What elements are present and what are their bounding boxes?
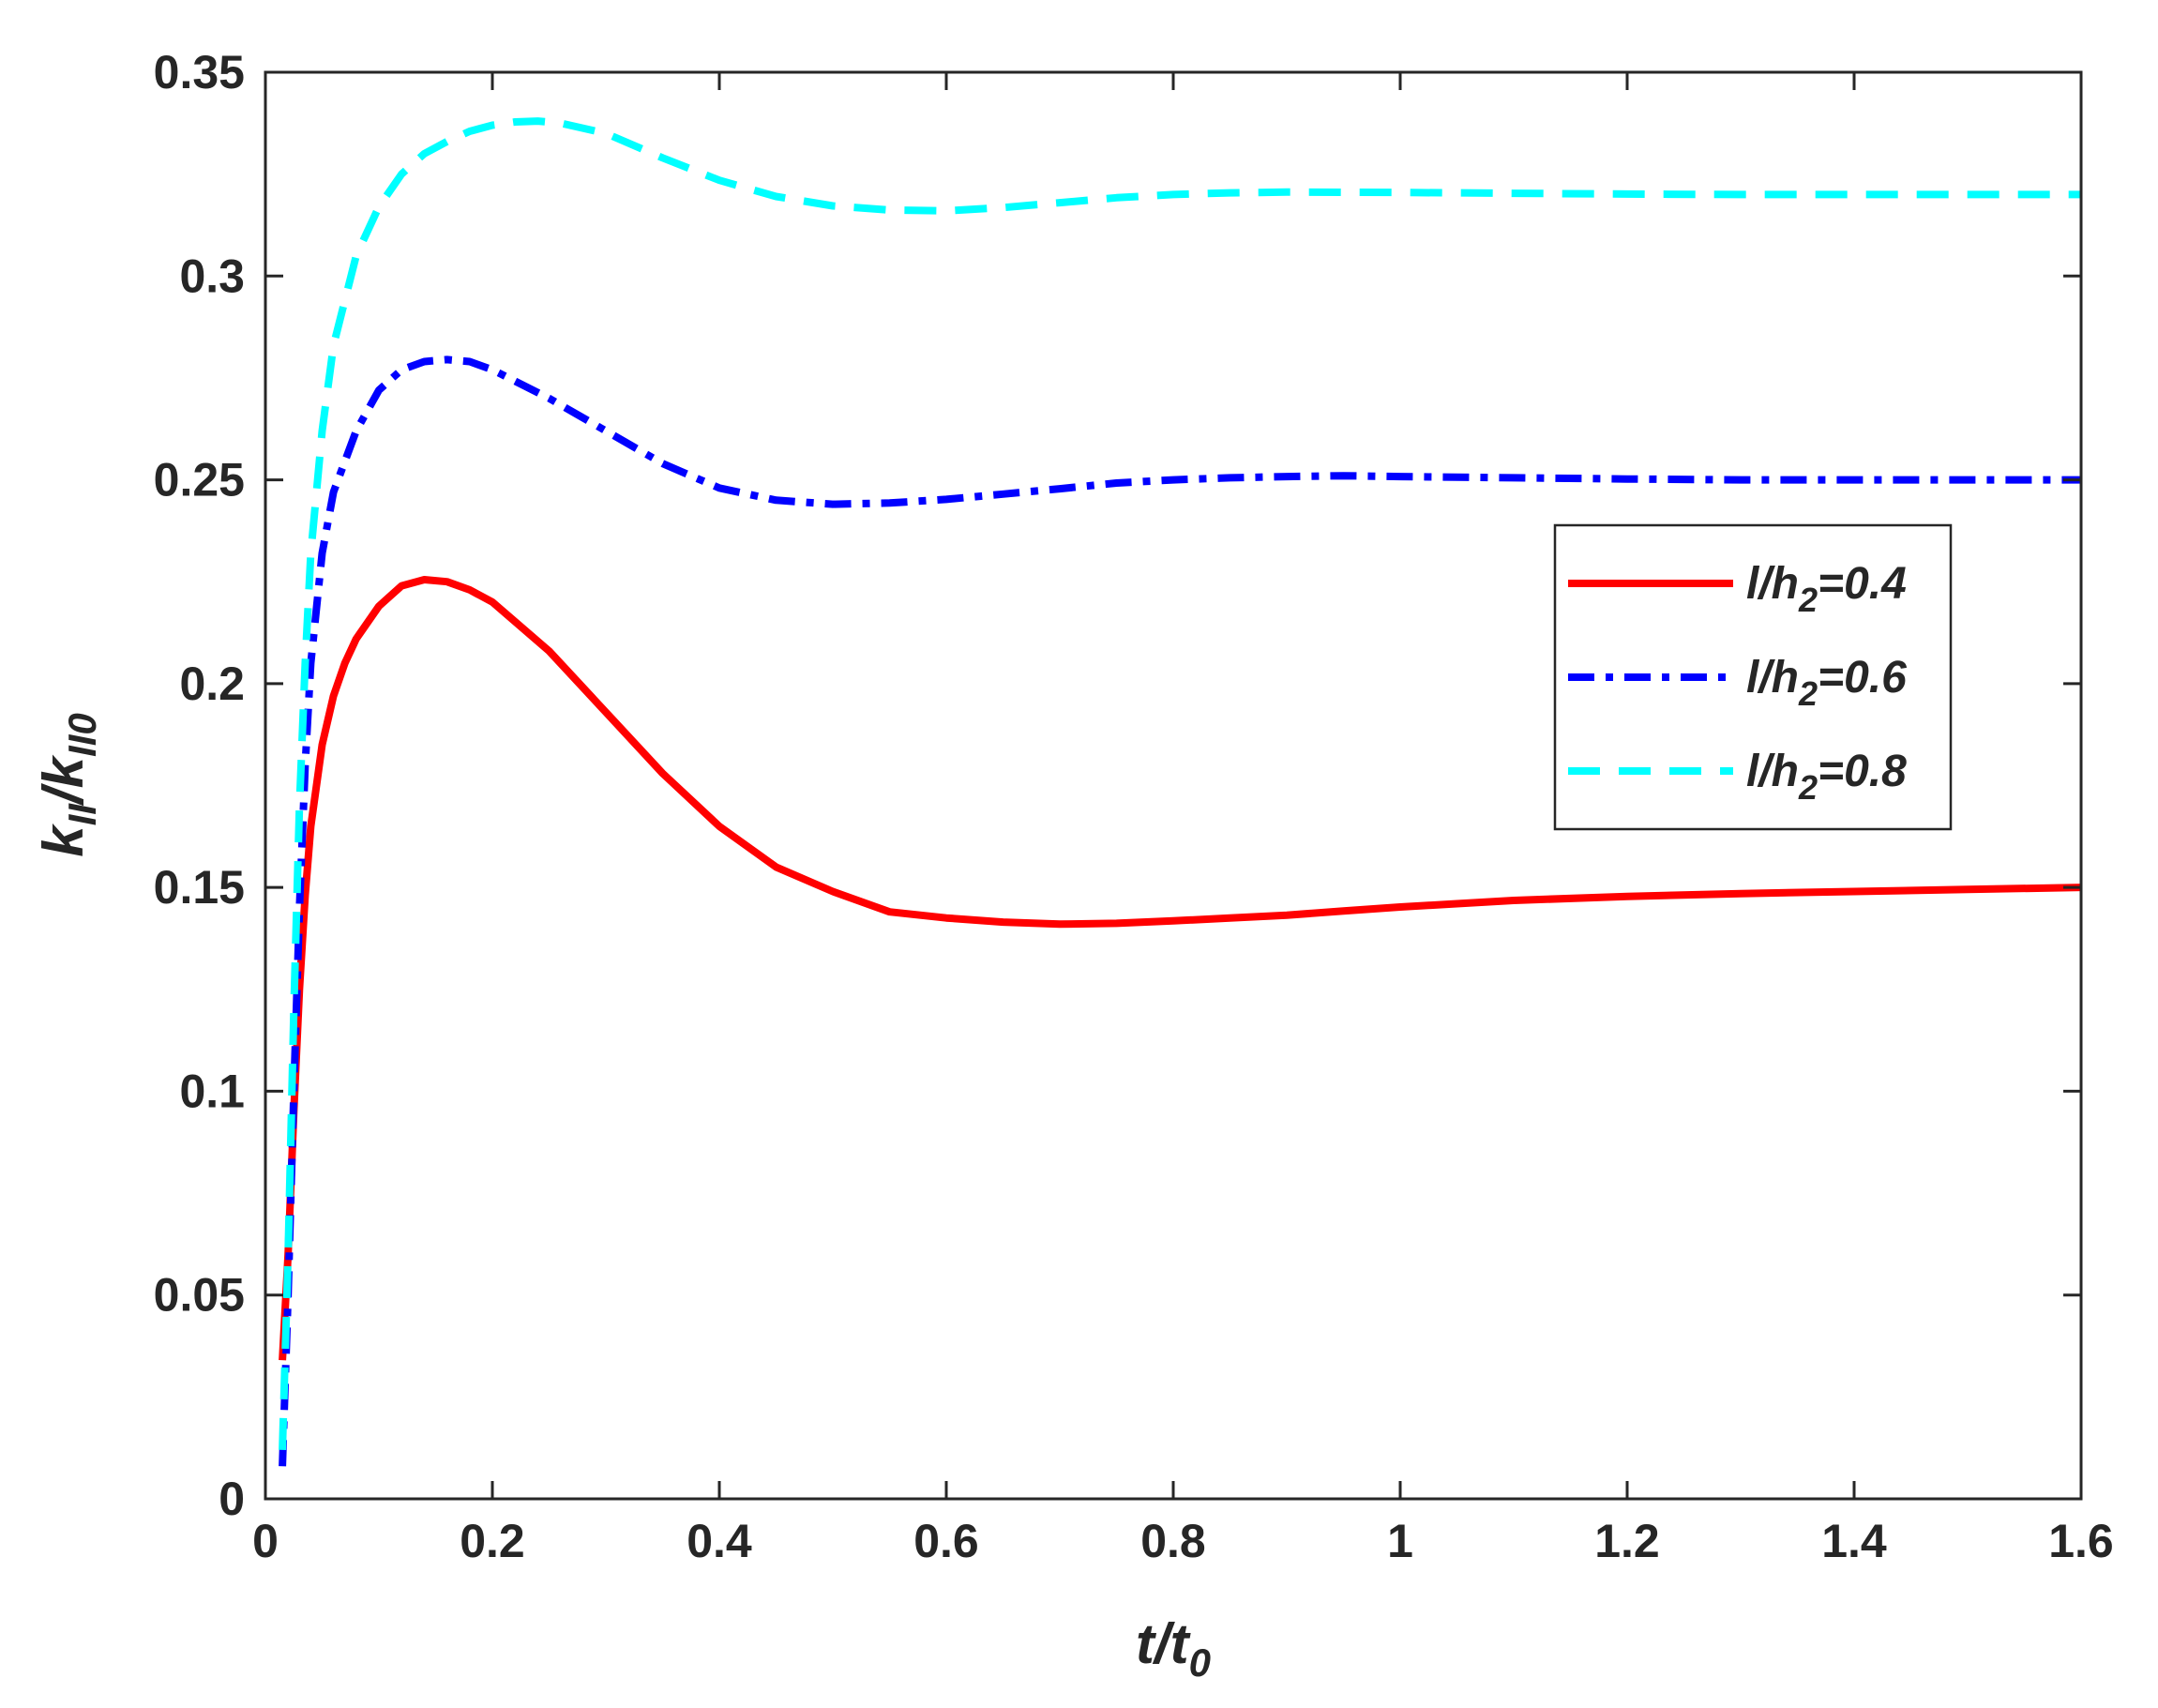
y-tick-label: 0.25 — [154, 454, 245, 506]
y-tick-label: 0.35 — [154, 46, 245, 98]
y-tick-label: 0.15 — [154, 861, 245, 914]
series-line-3 — [279, 117, 2081, 1451]
legend: l/h2=0.4 l/h2=0.6 l/h2=0.8 — [1553, 523, 1953, 831]
legend-label-2: l/h2=0.6 — [1746, 653, 1907, 713]
y-tick-label: 0.1 — [179, 1065, 245, 1117]
axes-frame — [264, 70, 2083, 1501]
y-tick-label: 0.05 — [154, 1269, 245, 1322]
series-layer — [279, 117, 2082, 1467]
x-tick-label: 0.8 — [1140, 1515, 1206, 1567]
legend-box — [1553, 523, 1953, 831]
x-tick-label: 0 — [252, 1515, 279, 1567]
x-tick-label: 1.2 — [1594, 1515, 1660, 1567]
x-tick-label: 0.4 — [687, 1515, 752, 1567]
legend-label-1: l/h2=0.4 — [1746, 559, 1907, 619]
ticks-layer: 0 0.2 0.4 0.6 0.8 1 1.2 1.4 1.6 0 0.05 0.1 0.15 0.2 0.… — [154, 46, 2114, 1567]
x-tick-label: 1 — [1387, 1515, 1413, 1567]
y-tick-label: 0.2 — [179, 658, 245, 710]
x-tick-label: 0.6 — [913, 1515, 979, 1567]
y-axis-label: kII/kII0 — [32, 713, 104, 856]
x-tick-label: 1.4 — [1821, 1515, 1887, 1567]
y-tick-label: 0 — [219, 1473, 245, 1525]
series-line-2 — [279, 355, 2081, 1467]
x-tick-label: 0.2 — [460, 1515, 525, 1567]
y-tick-label: 0.3 — [179, 249, 245, 302]
legend-label-3: l/h2=0.8 — [1746, 747, 1907, 807]
x-tick-label: 1.6 — [2048, 1515, 2114, 1567]
x-axis-label: t/t0 — [1136, 1612, 1211, 1685]
legend-entries: l/h2=0.4 l/h2=0.6 l/h2=0.8 — [1568, 559, 1907, 807]
series-line-1 — [279, 576, 2082, 1361]
